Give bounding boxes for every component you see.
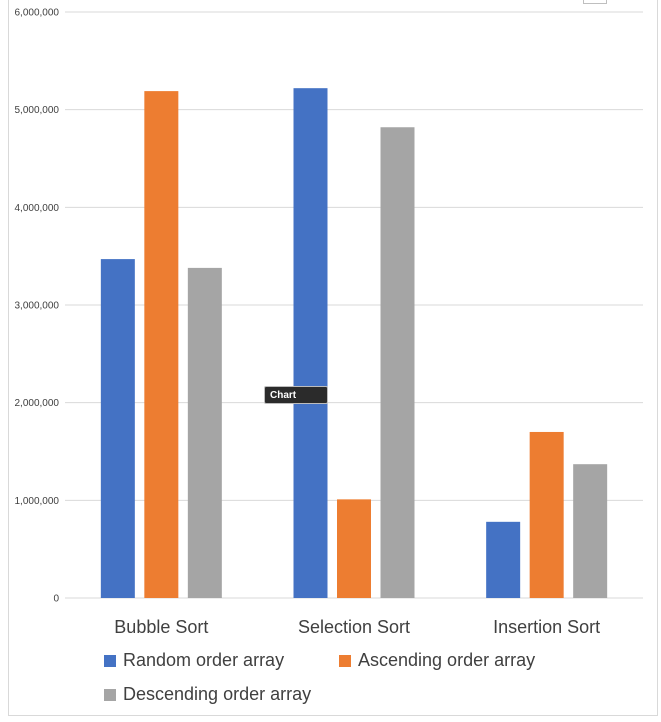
y-tick-label: 3,000,000 [15,301,60,312]
legend-label-descending: Descending order array [123,684,312,704]
bar[interactable] [187,267,222,598]
bar[interactable] [144,91,179,599]
bars [100,88,608,599]
x-category-label: Insertion Sort [493,617,600,637]
y-tick-label: 5,000,000 [15,105,60,116]
y-tick-label: 0 [53,594,59,605]
legend-item-random: Random order array [104,650,284,671]
x-axis-category-labels: Bubble Sort Selection Sort Insertion Sort [114,617,600,637]
bar[interactable] [100,259,135,598]
y-axis-tick-labels: 0 1,000,000 2,000,000 3,000,000 4,000,000 5,0… [15,8,60,605]
bar[interactable] [486,521,521,598]
x-category-label: Bubble Sort [114,617,208,637]
legend-swatch-descending [104,688,116,701]
y-tick-label: 2,000,000 [15,398,60,409]
bar-chart: 0 1,000,000 2,000,000 3,000,000 4,000,000 5,0… [15,8,643,637]
bar[interactable] [337,499,371,598]
legend-swatch-random [104,654,116,667]
legend-item-ascending: Ascending order array [339,650,535,671]
legend-label-random: Random order array [123,650,285,670]
bar[interactable] [573,464,608,598]
bar[interactable] [380,127,415,598]
chart-tooltip: Chart [264,386,328,404]
legend-item-descending: Descending order array [104,684,311,705]
y-tick-label: 6,000,000 [15,8,60,19]
y-tick-label: 4,000,000 [15,203,60,214]
resize-handle[interactable] [583,0,607,4]
legend-label-ascending: Ascending order array [358,650,536,670]
x-category-label: Selection Sort [298,617,410,637]
y-tick-label: 1,000,000 [15,496,60,507]
bar[interactable] [529,431,564,598]
bar[interactable] [293,88,328,599]
legend-swatch-ascending [339,654,351,667]
